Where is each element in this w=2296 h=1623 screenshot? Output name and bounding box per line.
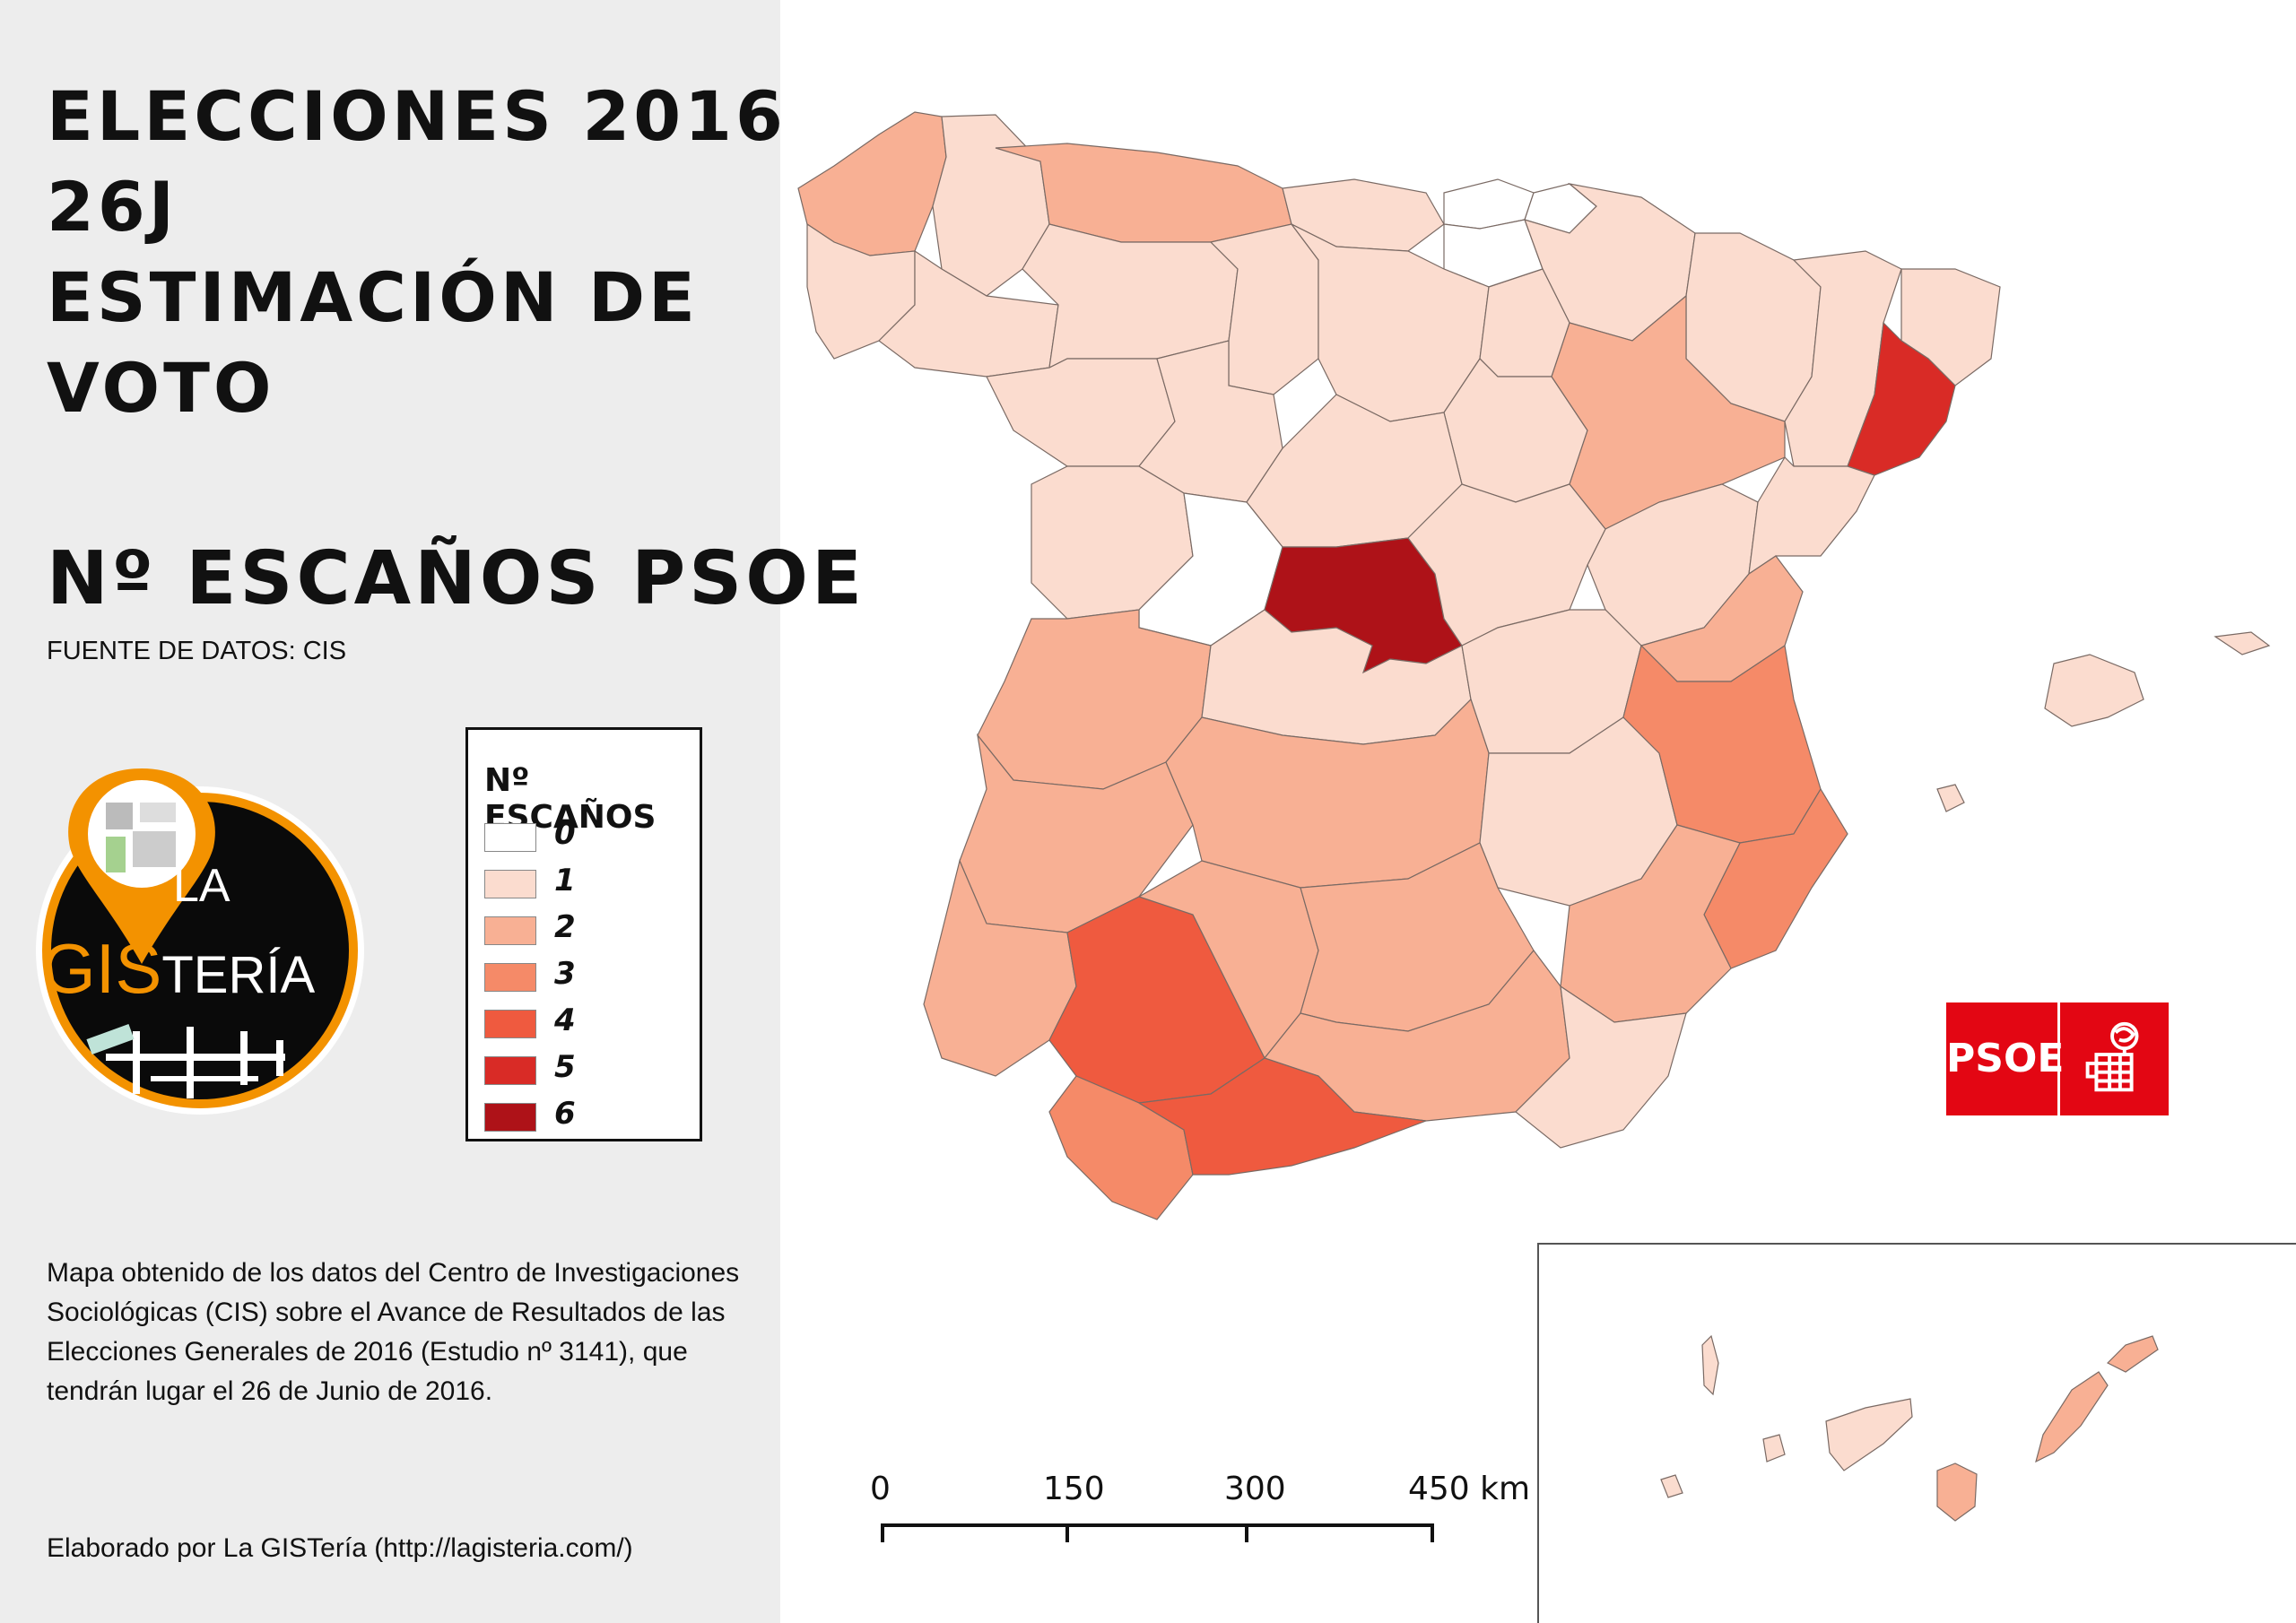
- island-lanzarote: [2106, 1335, 2159, 1373]
- street-pattern-icon: [86, 1023, 285, 1098]
- province-barcelona: [1847, 321, 1956, 476]
- island-la-gomera: [1762, 1434, 1786, 1462]
- province-huelva: [923, 859, 1077, 1077]
- psoe-logo-text: PSOE: [1946, 1036, 2065, 1081]
- legend-label-6: 6: [554, 1096, 576, 1132]
- canary-islands-inset-frame: [1537, 1243, 2296, 1623]
- province-guadalajara: [1407, 483, 1606, 647]
- logo-teria-text: TERÍA: [161, 946, 315, 1004]
- province-zamora: [986, 358, 1176, 467]
- la-gisteria-logo: LA GISTERÍA: [36, 768, 364, 1115]
- island-fuerteventura: [2035, 1371, 2109, 1463]
- province-valencia: [1622, 644, 1822, 844]
- legend-label-0: 0: [554, 816, 576, 852]
- map-credits: Elaborado por La GISTería (http://lagist…: [47, 1533, 633, 1563]
- scale-label-300: 300: [1224, 1471, 1286, 1507]
- island-tenerife: [1825, 1398, 1913, 1471]
- legend-swatch-0: [484, 823, 536, 852]
- legend-label-1: 1: [554, 863, 576, 898]
- scale-label-0: 0: [870, 1471, 891, 1507]
- map-pin-icon: [68, 768, 215, 964]
- legend-label-4: 4: [554, 1002, 576, 1038]
- logo-gis-text: GIS: [41, 929, 161, 1008]
- scale-bar-line: [881, 1523, 1434, 1542]
- title-line-4: VOTO: [47, 348, 275, 428]
- psoe-logo: PSOE: [1946, 1002, 2169, 1115]
- fist-and-rose-icon: [2085, 1021, 2139, 1092]
- title-line-1: ELECCIONES 2016: [47, 76, 787, 156]
- scale-label-150: 150: [1043, 1471, 1105, 1507]
- legend: Nº ESCAÑOS 0 1 2 3 4 5 6: [465, 727, 702, 1141]
- sidebar: ELECCIONES 2016 26J ESTIMACIÓN DE VOTO N…: [0, 0, 862, 1623]
- legend-swatch-6: [484, 1103, 536, 1132]
- scale-bar: 0 150 300 450 km: [870, 1471, 1530, 1551]
- island-el-hierro: [1660, 1474, 1683, 1498]
- province-tarragona: [1748, 456, 1875, 576]
- scale-label-450: 450 km: [1408, 1471, 1531, 1507]
- legend-label-2: 2: [554, 909, 576, 945]
- spain-map: [797, 111, 2271, 1522]
- logo-la-text: LA: [173, 860, 230, 912]
- island-la-palma: [1701, 1334, 1719, 1396]
- title-line-2: 26J: [47, 167, 178, 247]
- legend-title: Nº ESCAÑOS: [484, 762, 657, 836]
- map-subtitle: Nº ESCAÑOS PSOE: [47, 536, 865, 621]
- island-menorca: [2213, 631, 2271, 655]
- legend-label-3: 3: [554, 956, 576, 992]
- svg-text:GISTERÍA: GISTERÍA: [41, 929, 315, 1008]
- legend-label-5: 5: [554, 1049, 576, 1085]
- title-line-3: ESTIMACIÓN DE: [47, 257, 699, 337]
- province-malaga: [1137, 1057, 1427, 1176]
- legend-swatch-2: [484, 916, 536, 945]
- island-mallorca: [2044, 654, 2144, 727]
- legend-swatch-4: [484, 1010, 536, 1038]
- province-almeria: [1515, 985, 1687, 1149]
- province-lugo: [932, 114, 1050, 297]
- island-gran-canaria: [1936, 1462, 1978, 1522]
- data-source: FUENTE DE DATOS: CIS: [47, 637, 347, 665]
- legend-swatch-3: [484, 963, 536, 992]
- legend-swatch-1: [484, 870, 536, 898]
- legend-swatch-5: [484, 1056, 536, 1085]
- map-description: Mapa obtenido de los datos del Centro de…: [47, 1258, 740, 1406]
- island-ibiza: [1936, 784, 1965, 812]
- psoe-logo-divider: [2057, 1002, 2060, 1115]
